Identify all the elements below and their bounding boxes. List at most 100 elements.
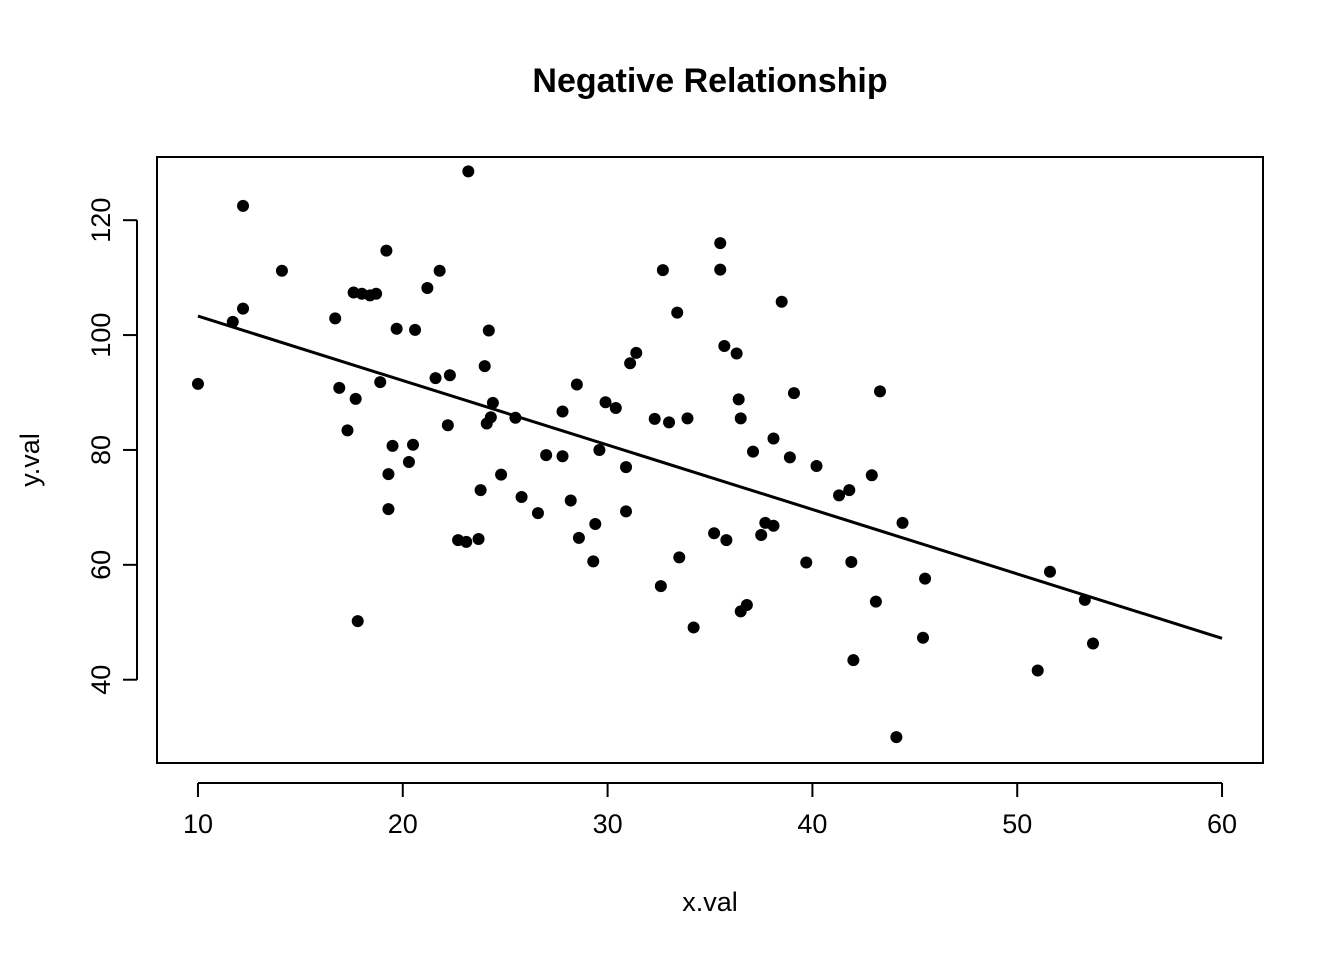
data-point [556, 405, 569, 418]
data-point [495, 468, 508, 481]
data-point [474, 484, 487, 497]
data-point [599, 396, 612, 409]
data-point [787, 387, 800, 400]
x-axis: 10 20 30 40 50 60 [183, 782, 1237, 839]
data-point [663, 416, 676, 429]
data-point [351, 615, 364, 628]
data-point [843, 484, 856, 497]
data-point [755, 528, 768, 541]
data-point [572, 531, 585, 544]
data-point [390, 322, 403, 335]
y-tick-label: 80 [86, 435, 116, 465]
data-point [740, 599, 753, 612]
data-point [732, 393, 745, 406]
data-point [460, 535, 473, 548]
data-point [767, 432, 780, 445]
data-point [1087, 637, 1100, 650]
data-point [845, 555, 858, 568]
data-point [429, 372, 442, 385]
data-point [341, 424, 354, 437]
data-point [734, 412, 747, 425]
data-points-layer [191, 165, 1100, 744]
data-point [747, 445, 760, 458]
data-point [540, 449, 553, 462]
data-point [630, 346, 643, 359]
data-point [484, 411, 497, 424]
data-point [374, 376, 387, 389]
data-point [681, 412, 694, 425]
data-point [486, 396, 499, 409]
y-tick-label: 40 [86, 665, 116, 695]
x-axis-label: x.val [682, 887, 738, 917]
data-point [833, 489, 846, 502]
data-point [382, 503, 395, 516]
x-tick-label: 50 [1002, 809, 1032, 839]
regression-line-layer [197, 314, 1223, 640]
data-point [593, 443, 606, 456]
data-point [767, 519, 780, 532]
chart-title: Negative Relationship [532, 62, 887, 100]
x-tick-label: 40 [797, 809, 827, 839]
data-point [237, 199, 250, 212]
data-point [349, 392, 362, 405]
data-point [370, 287, 383, 300]
data-point [865, 469, 878, 482]
x-tick-label: 30 [593, 809, 623, 839]
data-point [402, 456, 415, 469]
data-point [556, 450, 569, 463]
data-point [654, 580, 667, 593]
data-point [810, 460, 823, 473]
data-point [620, 505, 633, 518]
data-point [333, 381, 346, 394]
data-point [671, 306, 684, 319]
data-point [648, 412, 661, 425]
data-point [226, 315, 239, 328]
data-point [478, 360, 491, 373]
data-point [673, 551, 686, 564]
data-point [730, 347, 743, 360]
data-point [409, 323, 422, 336]
data-point [589, 518, 602, 531]
data-point [718, 339, 731, 352]
data-point [570, 378, 583, 391]
data-point [509, 411, 522, 424]
y-axis-label: y.val [15, 433, 45, 487]
data-point [919, 572, 932, 585]
data-point [708, 527, 721, 540]
data-point [687, 621, 700, 634]
data-point [656, 264, 669, 277]
regression-line [197, 314, 1223, 640]
data-point [329, 312, 342, 325]
data-point [482, 324, 495, 337]
x-tick-label: 10 [183, 809, 213, 839]
data-point [1078, 593, 1091, 606]
y-tick-label: 100 [86, 313, 116, 358]
data-point [847, 654, 860, 667]
data-point [433, 264, 446, 277]
data-point [783, 451, 796, 464]
data-point [386, 439, 399, 452]
data-point [609, 402, 622, 415]
y-tick-label: 120 [86, 198, 116, 243]
data-point [421, 281, 434, 294]
data-point [441, 419, 454, 432]
y-tick-label: 60 [86, 550, 116, 580]
data-point [896, 516, 909, 529]
data-point [472, 532, 485, 545]
data-point [191, 377, 204, 390]
data-point [462, 165, 475, 178]
data-point [800, 556, 813, 569]
data-point [1031, 664, 1044, 677]
data-point [720, 534, 733, 547]
x-tick-label: 60 [1207, 809, 1237, 839]
data-point [624, 357, 637, 370]
data-point [564, 494, 577, 507]
data-point [775, 295, 788, 308]
data-point [714, 237, 727, 250]
data-point [873, 385, 886, 398]
data-point [917, 631, 930, 644]
data-point [714, 263, 727, 276]
y-axis: 40 60 80 100 120 [86, 198, 138, 695]
data-point [890, 731, 903, 744]
